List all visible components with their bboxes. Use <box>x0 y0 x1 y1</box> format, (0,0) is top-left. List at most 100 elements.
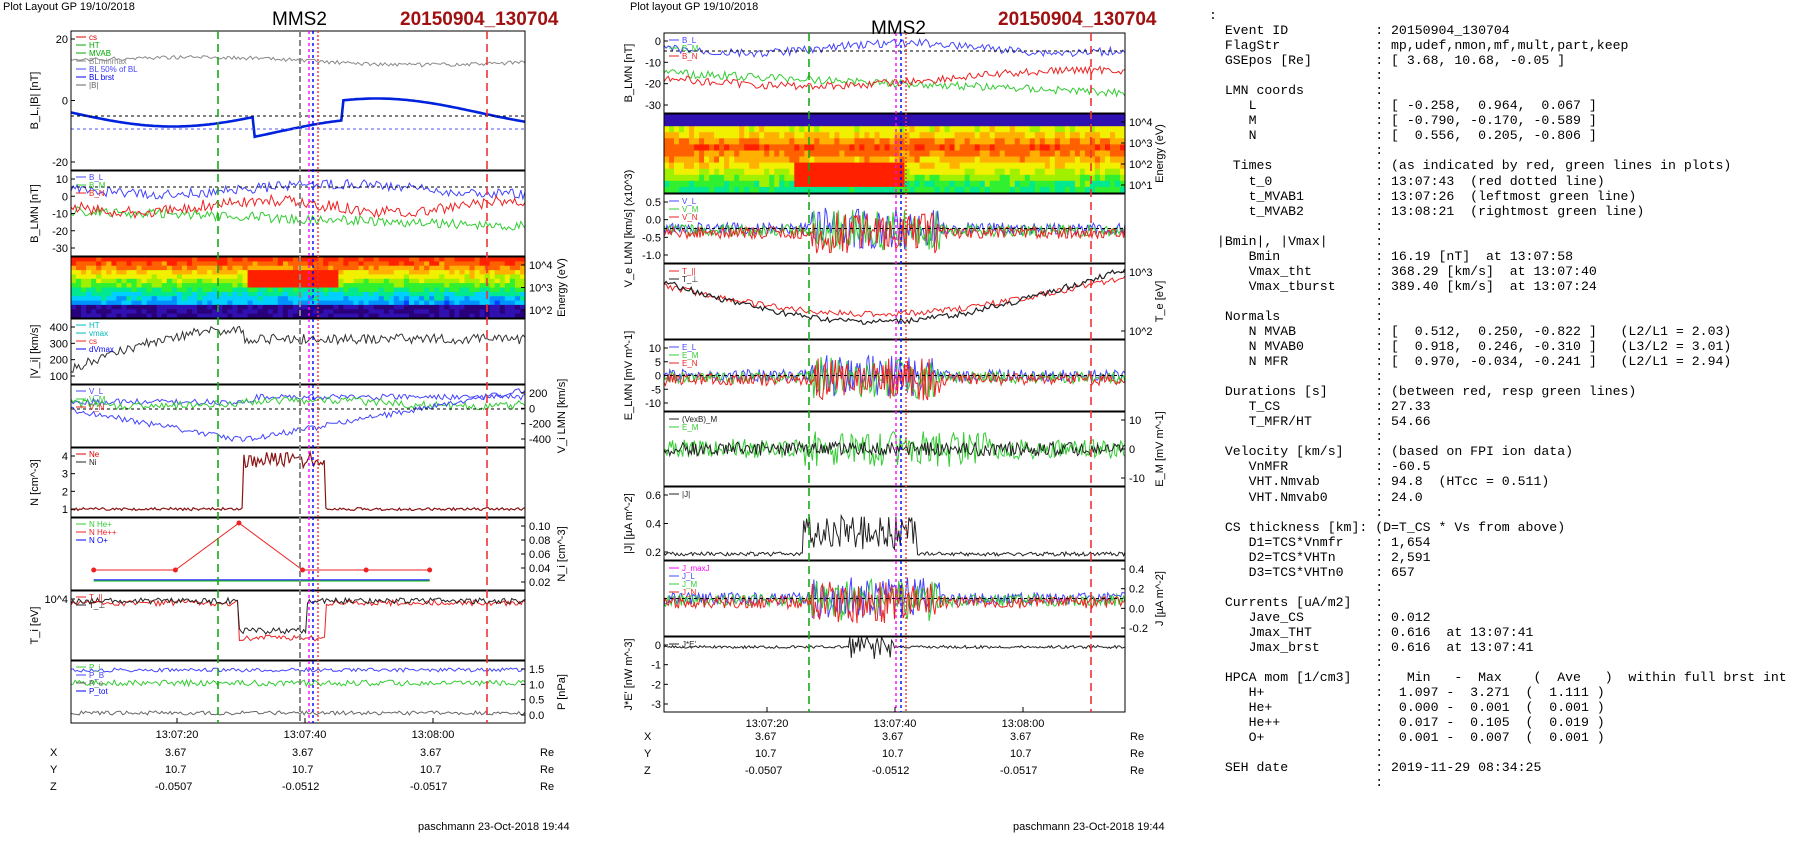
spectrogram-cell <box>318 278 324 284</box>
spectrogram-cell <box>854 126 860 133</box>
spectrogram-cell <box>714 156 720 164</box>
spectrogram-cell <box>166 304 173 310</box>
legend-entry: N He+ <box>89 520 112 529</box>
spectrogram-cell <box>217 261 223 267</box>
summary-line: M : [ -0.790, -0.170, -0.589 ] <box>1209 113 1597 129</box>
spectrogram-cell <box>424 283 430 289</box>
spectrogram-cell <box>954 162 961 170</box>
spectrogram-cell <box>328 291 334 297</box>
spectrogram-cell <box>212 261 218 267</box>
spectrogram-cell <box>313 300 319 306</box>
spectrogram-cell <box>469 278 476 284</box>
spectrogram-cell <box>96 304 102 310</box>
spectrogram-cell <box>804 132 810 139</box>
spectrogram-cell <box>111 287 117 293</box>
spectrogram-cell <box>141 304 148 310</box>
spectrogram-cell <box>449 309 455 315</box>
spectrogram-cell <box>799 174 805 182</box>
legend-entry: B_L <box>682 36 697 45</box>
spectrogram-cell <box>182 274 188 280</box>
spectrogram-cell <box>459 270 465 276</box>
spectrogram-cell <box>106 300 112 306</box>
spectrogram-cell <box>739 156 745 164</box>
spectrogram-cell <box>146 283 153 289</box>
spectrogram-cell <box>237 287 244 293</box>
spectrogram-cell <box>131 257 138 262</box>
spectrogram-cell <box>754 150 760 158</box>
spectrogram-cell <box>919 132 926 139</box>
spectrogram-cell <box>303 261 309 267</box>
spectrogram-cell <box>378 309 385 315</box>
spectrogram-cell <box>889 162 896 170</box>
spectrogram-cell <box>303 304 309 310</box>
legend-entry: BLminmax <box>89 57 127 66</box>
spectrogram-cell <box>1110 132 1116 139</box>
spectrogram-cell <box>919 150 926 158</box>
legend-entry: V_N <box>682 213 698 222</box>
spectrogram-cell <box>719 114 725 121</box>
spectrogram-cell <box>1059 126 1066 133</box>
spectrogram-cell <box>429 291 435 297</box>
spectrogram-cell <box>819 114 825 121</box>
spectrogram-cell <box>141 300 148 306</box>
spectrogram-cell <box>393 283 400 289</box>
spectrogram-cell <box>1099 120 1106 127</box>
legend-entry: J_N <box>682 588 696 597</box>
spectrogram-cell <box>679 156 685 164</box>
spectrogram-cell <box>343 296 349 302</box>
spectrogram-cell <box>459 257 465 262</box>
spectrogram-cell <box>514 309 521 315</box>
spectrogram-cell <box>734 120 740 127</box>
spectrogram-cell <box>934 180 941 188</box>
spectrogram-cell <box>669 174 675 182</box>
spectrogram-cell <box>136 257 143 262</box>
spectrogram-cell <box>469 313 476 319</box>
spectrogram-cell <box>338 300 344 306</box>
spectrogram-cell <box>419 300 425 306</box>
tick-label: 20 <box>56 34 68 46</box>
spectrogram-cell <box>449 283 455 289</box>
spectrogram-cell <box>774 156 780 164</box>
spectrogram-cell <box>192 274 198 280</box>
spectrogram-cell <box>151 296 158 302</box>
spectrogram-cell <box>353 291 360 297</box>
spectrogram-cell <box>378 300 385 306</box>
spectrogram-cell <box>237 291 244 297</box>
spectrogram-cell <box>91 287 97 293</box>
left-panel: 10^4T_i [eV]T_||T_⊥ <box>29 590 526 661</box>
spectrogram-cell <box>919 144 926 152</box>
spectrogram-cell <box>724 186 730 194</box>
spectrogram-cell <box>126 278 133 284</box>
spectrogram-cell <box>664 168 670 176</box>
spectrogram-cell <box>1009 156 1016 164</box>
spectrogram-cell <box>699 168 705 176</box>
spectrogram-cell <box>1039 156 1046 164</box>
bn-component <box>663 65 1126 91</box>
axis-label: |J| [µA m^-2] <box>623 493 635 554</box>
spectrogram-cell <box>1069 114 1076 121</box>
spectrogram-cell <box>449 257 455 262</box>
spectrogram-cell <box>247 270 254 276</box>
spectrogram-cell <box>669 168 675 176</box>
spectrogram-cell <box>824 174 830 182</box>
spectrogram-cell <box>904 186 911 194</box>
spectrogram-cell <box>166 278 173 284</box>
spectrogram-cell <box>1089 150 1096 158</box>
legend-entry: B_N <box>89 189 105 198</box>
spectrogram-cell <box>689 162 695 170</box>
spectrogram-cell <box>664 174 670 182</box>
spectrogram-cell <box>999 150 1006 158</box>
spectrogram-cell <box>227 257 233 262</box>
spectrogram-cell <box>151 257 158 262</box>
spectrogram-cell <box>1024 144 1031 152</box>
spectrogram-cell <box>197 304 203 310</box>
spectrogram-cell <box>774 120 780 127</box>
spectrogram-cell <box>207 309 213 315</box>
spectrogram-cell <box>829 174 835 182</box>
spectrogram-cell <box>116 309 122 315</box>
spectrogram-cell <box>176 278 183 284</box>
spectrogram-cell <box>964 150 971 158</box>
spectrogram-cell <box>494 287 501 293</box>
spectrogram-cell <box>834 162 840 170</box>
spectrogram-cell <box>834 144 840 152</box>
